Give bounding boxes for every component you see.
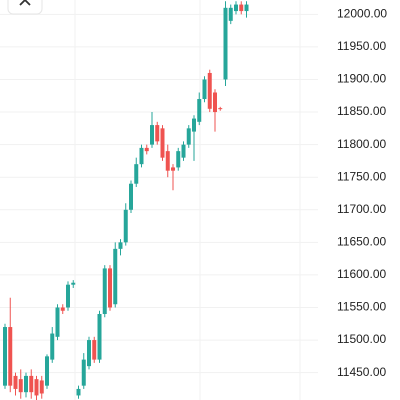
y-tick-label: 11650.00 [337, 235, 386, 249]
candle-body [207, 72, 212, 109]
collapse-button[interactable] [7, 0, 43, 15]
y-tick-label: 11700.00 [337, 202, 386, 216]
candle-body [155, 125, 160, 142]
candle-body [202, 79, 207, 100]
candle-body [60, 307, 65, 311]
y-tick-label: 11600.00 [337, 267, 386, 281]
candle-body [186, 128, 191, 145]
candle-body [45, 356, 49, 386]
y-tick-label: 11950.00 [337, 39, 386, 53]
candle-body [81, 359, 86, 386]
candle-body [71, 282, 76, 285]
candle-body [13, 375, 18, 389]
candle-body [176, 151, 181, 168]
candle-body [134, 164, 139, 184]
y-tick-label: 11750.00 [337, 169, 386, 183]
chevron-icon [19, 0, 31, 6]
candle-body [139, 147, 144, 165]
candle-body [218, 108, 223, 110]
candle-body [24, 375, 28, 393]
candle-body [160, 128, 165, 158]
candle-body [34, 379, 39, 396]
y-tick-label: 11500.00 [337, 332, 386, 346]
y-tick-label: 11550.00 [337, 300, 386, 314]
candle-body [3, 327, 7, 386]
candle-body [213, 92, 217, 113]
candle-body [165, 151, 170, 171]
candle-body [129, 183, 133, 210]
candle-body [239, 4, 244, 12]
candle-body [18, 379, 23, 393]
candle-body [39, 380, 44, 394]
candle-body [50, 333, 55, 360]
y-tick-label: 12000.00 [337, 7, 387, 21]
candle-body [144, 147, 149, 152]
candle-body [92, 340, 97, 360]
grid [0, 13, 318, 374]
y-axis: 11450.00 11500.00 11550.00 11600.00 11650.00… [337, 7, 387, 379]
button-background[interactable] [7, 0, 43, 15]
candle-body [244, 4, 249, 12]
candle-body [87, 340, 91, 367]
y-tick-label: 11800.00 [337, 137, 386, 151]
candle-body [223, 7, 228, 80]
candle-body [197, 99, 202, 122]
candles [3, 1, 249, 400]
candle-body [29, 375, 34, 393]
candle-body [108, 268, 112, 308]
y-tick-label: 11450.00 [337, 365, 386, 379]
candle-body [150, 125, 154, 145]
candle-body [76, 388, 81, 396]
y-tick-label: 11900.00 [337, 72, 386, 86]
candle-body [113, 248, 118, 305]
candle-body [192, 118, 196, 132]
candle-body [55, 307, 60, 337]
candle-body [181, 144, 186, 158]
candle-body [102, 268, 107, 315]
candle-body [8, 327, 13, 386]
candle-body [66, 284, 70, 308]
candle-body [97, 314, 102, 360]
candle-body [171, 167, 175, 171]
candle-body [118, 242, 123, 249]
candle-body [123, 209, 128, 243]
y-tick-label: 11850.00 [337, 104, 386, 118]
candle-body [234, 4, 238, 12]
candle-body [228, 7, 233, 21]
